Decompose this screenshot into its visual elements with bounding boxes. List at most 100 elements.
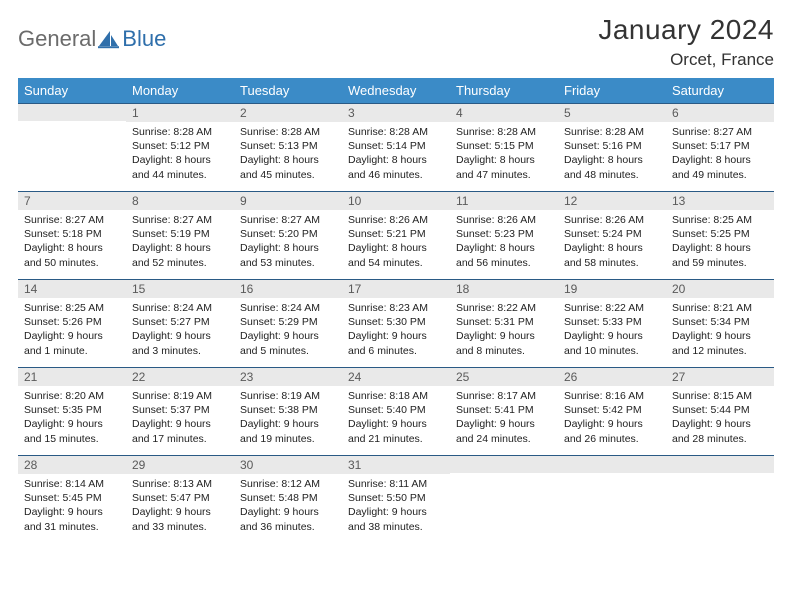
weekday-header: Saturday [666, 78, 774, 103]
calendar-day-cell [18, 103, 126, 191]
day-number: 1 [126, 104, 234, 122]
calendar-day-cell: 18Sunrise: 8:22 AMSunset: 5:31 PMDayligh… [450, 279, 558, 367]
day-number [558, 456, 666, 473]
day-details: Sunrise: 8:14 AMSunset: 5:45 PMDaylight:… [18, 474, 126, 538]
day-details: Sunrise: 8:26 AMSunset: 5:21 PMDaylight:… [342, 210, 450, 274]
day-details: Sunrise: 8:12 AMSunset: 5:48 PMDaylight:… [234, 474, 342, 538]
calendar-day-cell: 10Sunrise: 8:26 AMSunset: 5:21 PMDayligh… [342, 191, 450, 279]
day-number: 2 [234, 104, 342, 122]
logo-text-general: General [18, 26, 96, 52]
weekday-header: Sunday [18, 78, 126, 103]
day-details: Sunrise: 8:13 AMSunset: 5:47 PMDaylight:… [126, 474, 234, 538]
day-details: Sunrise: 8:28 AMSunset: 5:14 PMDaylight:… [342, 122, 450, 186]
day-details: Sunrise: 8:27 AMSunset: 5:19 PMDaylight:… [126, 210, 234, 274]
day-details: Sunrise: 8:28 AMSunset: 5:15 PMDaylight:… [450, 122, 558, 186]
calendar-day-cell [666, 455, 774, 543]
day-details: Sunrise: 8:28 AMSunset: 5:13 PMDaylight:… [234, 122, 342, 186]
day-details: Sunrise: 8:19 AMSunset: 5:38 PMDaylight:… [234, 386, 342, 450]
calendar-day-cell: 27Sunrise: 8:15 AMSunset: 5:44 PMDayligh… [666, 367, 774, 455]
day-number: 18 [450, 280, 558, 298]
day-number: 10 [342, 192, 450, 210]
day-details: Sunrise: 8:28 AMSunset: 5:16 PMDaylight:… [558, 122, 666, 186]
day-number: 25 [450, 368, 558, 386]
calendar-day-cell: 15Sunrise: 8:24 AMSunset: 5:27 PMDayligh… [126, 279, 234, 367]
day-details: Sunrise: 8:22 AMSunset: 5:31 PMDaylight:… [450, 298, 558, 362]
calendar-day-cell: 25Sunrise: 8:17 AMSunset: 5:41 PMDayligh… [450, 367, 558, 455]
day-number: 5 [558, 104, 666, 122]
calendar-day-cell: 2Sunrise: 8:28 AMSunset: 5:13 PMDaylight… [234, 103, 342, 191]
day-details: Sunrise: 8:26 AMSunset: 5:24 PMDaylight:… [558, 210, 666, 274]
calendar-body: 1Sunrise: 8:28 AMSunset: 5:12 PMDaylight… [18, 103, 774, 543]
day-number: 28 [18, 456, 126, 474]
title-block: January 2024 Orcet, France [598, 14, 774, 70]
day-number [450, 456, 558, 473]
day-details: Sunrise: 8:23 AMSunset: 5:30 PMDaylight:… [342, 298, 450, 362]
day-details: Sunrise: 8:28 AMSunset: 5:12 PMDaylight:… [126, 122, 234, 186]
day-number: 31 [342, 456, 450, 474]
calendar-week-row: 14Sunrise: 8:25 AMSunset: 5:26 PMDayligh… [18, 279, 774, 367]
calendar-day-cell: 7Sunrise: 8:27 AMSunset: 5:18 PMDaylight… [18, 191, 126, 279]
day-number: 9 [234, 192, 342, 210]
weekday-header: Wednesday [342, 78, 450, 103]
day-number: 7 [18, 192, 126, 210]
day-details: Sunrise: 8:27 AMSunset: 5:17 PMDaylight:… [666, 122, 774, 186]
calendar-day-cell: 19Sunrise: 8:22 AMSunset: 5:33 PMDayligh… [558, 279, 666, 367]
day-details: Sunrise: 8:15 AMSunset: 5:44 PMDaylight:… [666, 386, 774, 450]
calendar-week-row: 28Sunrise: 8:14 AMSunset: 5:45 PMDayligh… [18, 455, 774, 543]
month-title: January 2024 [598, 14, 774, 46]
day-details: Sunrise: 8:25 AMSunset: 5:26 PMDaylight:… [18, 298, 126, 362]
calendar-day-cell: 5Sunrise: 8:28 AMSunset: 5:16 PMDaylight… [558, 103, 666, 191]
day-number: 26 [558, 368, 666, 386]
weekday-header: Thursday [450, 78, 558, 103]
calendar-day-cell: 11Sunrise: 8:26 AMSunset: 5:23 PMDayligh… [450, 191, 558, 279]
logo: General Blue [18, 14, 166, 52]
day-details: Sunrise: 8:20 AMSunset: 5:35 PMDaylight:… [18, 386, 126, 450]
day-number: 19 [558, 280, 666, 298]
weekday-header-row: Sunday Monday Tuesday Wednesday Thursday… [18, 78, 774, 103]
calendar-day-cell [558, 455, 666, 543]
calendar-day-cell: 28Sunrise: 8:14 AMSunset: 5:45 PMDayligh… [18, 455, 126, 543]
calendar-week-row: 1Sunrise: 8:28 AMSunset: 5:12 PMDaylight… [18, 103, 774, 191]
day-number: 12 [558, 192, 666, 210]
day-number: 3 [342, 104, 450, 122]
day-details: Sunrise: 8:24 AMSunset: 5:27 PMDaylight:… [126, 298, 234, 362]
weekday-header: Monday [126, 78, 234, 103]
calendar-day-cell: 17Sunrise: 8:23 AMSunset: 5:30 PMDayligh… [342, 279, 450, 367]
day-number: 4 [450, 104, 558, 122]
weekday-header: Tuesday [234, 78, 342, 103]
day-details: Sunrise: 8:25 AMSunset: 5:25 PMDaylight:… [666, 210, 774, 274]
calendar-day-cell: 14Sunrise: 8:25 AMSunset: 5:26 PMDayligh… [18, 279, 126, 367]
calendar-day-cell: 4Sunrise: 8:28 AMSunset: 5:15 PMDaylight… [450, 103, 558, 191]
day-details: Sunrise: 8:21 AMSunset: 5:34 PMDaylight:… [666, 298, 774, 362]
day-details: Sunrise: 8:27 AMSunset: 5:18 PMDaylight:… [18, 210, 126, 274]
day-number: 14 [18, 280, 126, 298]
day-number: 17 [342, 280, 450, 298]
calendar-day-cell: 30Sunrise: 8:12 AMSunset: 5:48 PMDayligh… [234, 455, 342, 543]
day-number: 11 [450, 192, 558, 210]
day-number: 15 [126, 280, 234, 298]
calendar-day-cell: 29Sunrise: 8:13 AMSunset: 5:47 PMDayligh… [126, 455, 234, 543]
day-number: 30 [234, 456, 342, 474]
calendar-week-row: 7Sunrise: 8:27 AMSunset: 5:18 PMDaylight… [18, 191, 774, 279]
day-number: 8 [126, 192, 234, 210]
day-details: Sunrise: 8:11 AMSunset: 5:50 PMDaylight:… [342, 474, 450, 538]
day-number: 20 [666, 280, 774, 298]
day-number: 23 [234, 368, 342, 386]
calendar-day-cell: 20Sunrise: 8:21 AMSunset: 5:34 PMDayligh… [666, 279, 774, 367]
calendar-day-cell: 22Sunrise: 8:19 AMSunset: 5:37 PMDayligh… [126, 367, 234, 455]
day-details: Sunrise: 8:27 AMSunset: 5:20 PMDaylight:… [234, 210, 342, 274]
calendar-week-row: 21Sunrise: 8:20 AMSunset: 5:35 PMDayligh… [18, 367, 774, 455]
calendar-day-cell: 9Sunrise: 8:27 AMSunset: 5:20 PMDaylight… [234, 191, 342, 279]
day-number: 22 [126, 368, 234, 386]
day-number: 29 [126, 456, 234, 474]
weekday-header: Friday [558, 78, 666, 103]
calendar-day-cell: 21Sunrise: 8:20 AMSunset: 5:35 PMDayligh… [18, 367, 126, 455]
day-number [18, 104, 126, 121]
calendar-day-cell: 31Sunrise: 8:11 AMSunset: 5:50 PMDayligh… [342, 455, 450, 543]
day-details: Sunrise: 8:18 AMSunset: 5:40 PMDaylight:… [342, 386, 450, 450]
calendar-day-cell: 26Sunrise: 8:16 AMSunset: 5:42 PMDayligh… [558, 367, 666, 455]
header: General Blue January 2024 Orcet, France [18, 14, 774, 70]
calendar-day-cell: 8Sunrise: 8:27 AMSunset: 5:19 PMDaylight… [126, 191, 234, 279]
day-number: 24 [342, 368, 450, 386]
day-number [666, 456, 774, 473]
